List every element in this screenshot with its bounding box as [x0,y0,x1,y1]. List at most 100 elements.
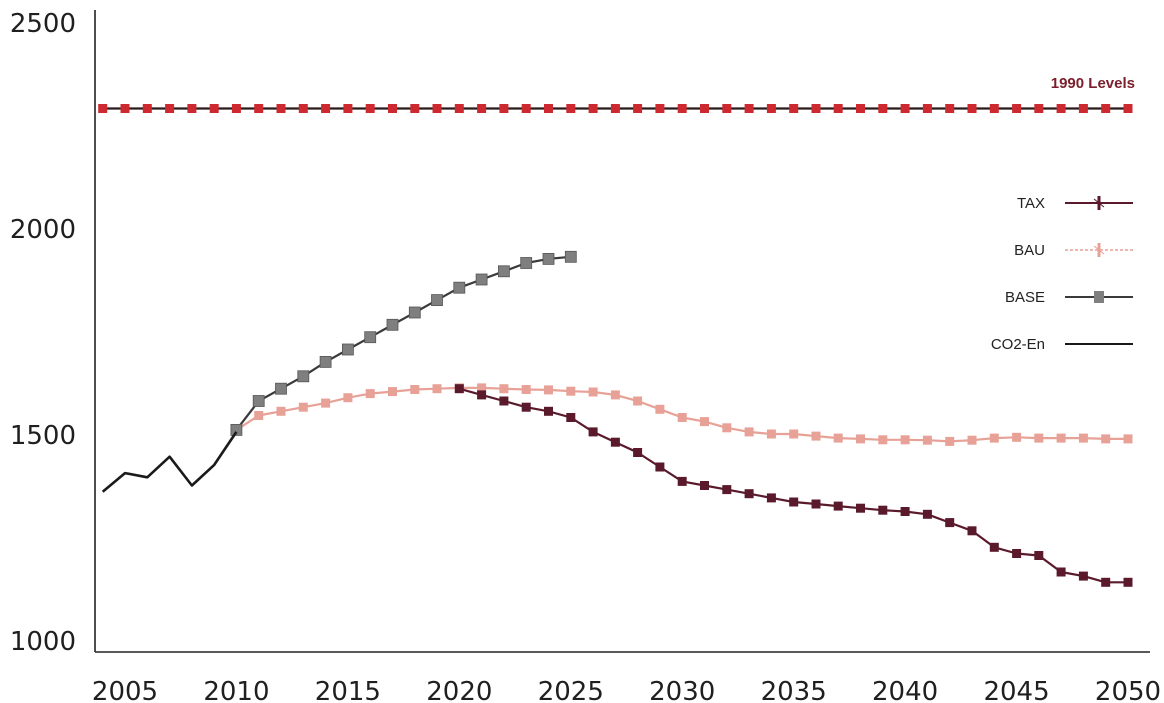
data-point-tax [477,390,487,400]
x-tick-label: 2005 [92,677,158,703]
data-point-base [341,343,354,356]
data-point-1990-levels [1012,104,1022,113]
data-point-1990-levels [789,104,799,113]
data-point-tax [610,437,620,447]
series-co2-en [101,431,238,493]
data-point-1990-levels [833,104,843,113]
data-point-1990-levels [98,104,108,113]
chart-axes [94,10,1150,653]
data-point-1990-levels [655,104,665,113]
data-point-tax [655,462,665,472]
data-point-1990-levels [165,104,175,113]
data-point-base [453,281,466,294]
data-point-1990-levels [722,104,732,113]
data-point-tax [945,518,955,528]
series-tax [454,384,1133,587]
data-point-bau [276,406,286,416]
legend-label: TAX [1017,195,1045,212]
data-point-base [230,423,243,436]
data-point-1990-levels [1101,104,1111,113]
y-tick-label: 1000 [10,627,76,657]
data-point-tax [989,542,999,552]
data-point-bau [900,435,910,445]
data-point-tax [633,448,643,457]
data-point-tax [856,503,865,513]
data-point-tax [878,505,888,515]
data-point-1990-levels [945,104,955,113]
data-point-1990-levels [544,104,553,113]
y-tick-label: 1500 [10,421,76,451]
data-point-tax [900,507,910,516]
data-point-1990-levels [388,104,397,113]
data-point-tax [922,509,932,519]
data-point-1990-levels [321,104,331,113]
data-point-bau [945,436,955,446]
series-line-co2-en [101,431,238,493]
data-point-tax [544,406,553,416]
x-tick-label: 2050 [1095,677,1161,703]
legend: TAX BAU BASE CO2-En [991,195,1133,353]
data-point-bau [544,385,553,395]
data-point-1990-levels [588,104,598,113]
data-point-1990-levels [1078,104,1088,113]
data-point-base [364,331,377,344]
data-point-base [520,257,533,269]
data-point-1990-levels [187,104,197,113]
data-point-bau [922,435,932,445]
data-point-base [386,318,399,331]
data-point-bau [1078,433,1088,443]
data-point-base [297,370,310,383]
data-point-1990-levels [499,104,509,113]
data-point-bau [1101,434,1111,444]
data-point-1990-levels [766,104,776,113]
data-point-tax [677,476,687,486]
data-point-bau [766,429,776,439]
data-point-bau [789,429,799,439]
data-point-tax [1012,549,1022,558]
data-point-1990-levels [1056,104,1066,113]
data-point-bau [967,435,977,445]
data-point-1990-levels [432,104,442,113]
data-point-bau [610,390,620,400]
data-point-1990-levels [610,104,620,113]
legend-marker-accent [1093,245,1105,255]
legend-marker [1094,291,1104,303]
data-point-bau [722,423,732,433]
data-point-bau [388,387,397,397]
legend-entry: TAX [1017,195,1133,212]
data-point-tax [499,396,509,406]
data-point-1990-levels [989,104,999,113]
x-tick-label: 2025 [538,677,604,703]
x-tick-label: 2015 [315,677,381,703]
x-tick-label: 2020 [426,677,492,703]
data-point-1990-levels [209,104,219,113]
data-point-tax [766,493,776,503]
series-line-tax [459,387,1128,584]
data-point-base [275,382,287,395]
x-tick-label: 2030 [649,677,715,703]
data-point-bau [499,384,509,394]
data-point-bau [1056,433,1066,443]
data-point-bau [989,433,999,443]
x-tick-label: 2035 [761,677,827,703]
data-point-tax [700,481,709,490]
data-point-bau [811,431,821,441]
data-point-1990-levels [967,104,977,113]
x-tick-labels: 2005 2010 2015 2020 2025 2030 2035 2040 2045 2050 [92,677,1161,703]
y-tick-labels: 2500 2000 1500 1000 [10,9,76,657]
data-point-base [542,252,555,265]
data-point-bau [856,434,865,444]
data-point-tax [722,485,732,495]
data-point-bau [477,383,487,393]
legend-entry: BAU [1014,242,1133,259]
data-point-bau [365,389,375,399]
data-point-1990-levels [700,104,709,113]
data-point-1990-levels [922,104,932,113]
data-point-1990-levels [566,104,576,113]
data-point-tax [588,427,598,437]
legend-marker-accent [1093,198,1105,208]
y-tick-label: 2500 [10,9,76,39]
data-point-bau [410,385,420,394]
data-point-1990-levels [231,104,241,113]
data-point-bau [432,384,442,394]
